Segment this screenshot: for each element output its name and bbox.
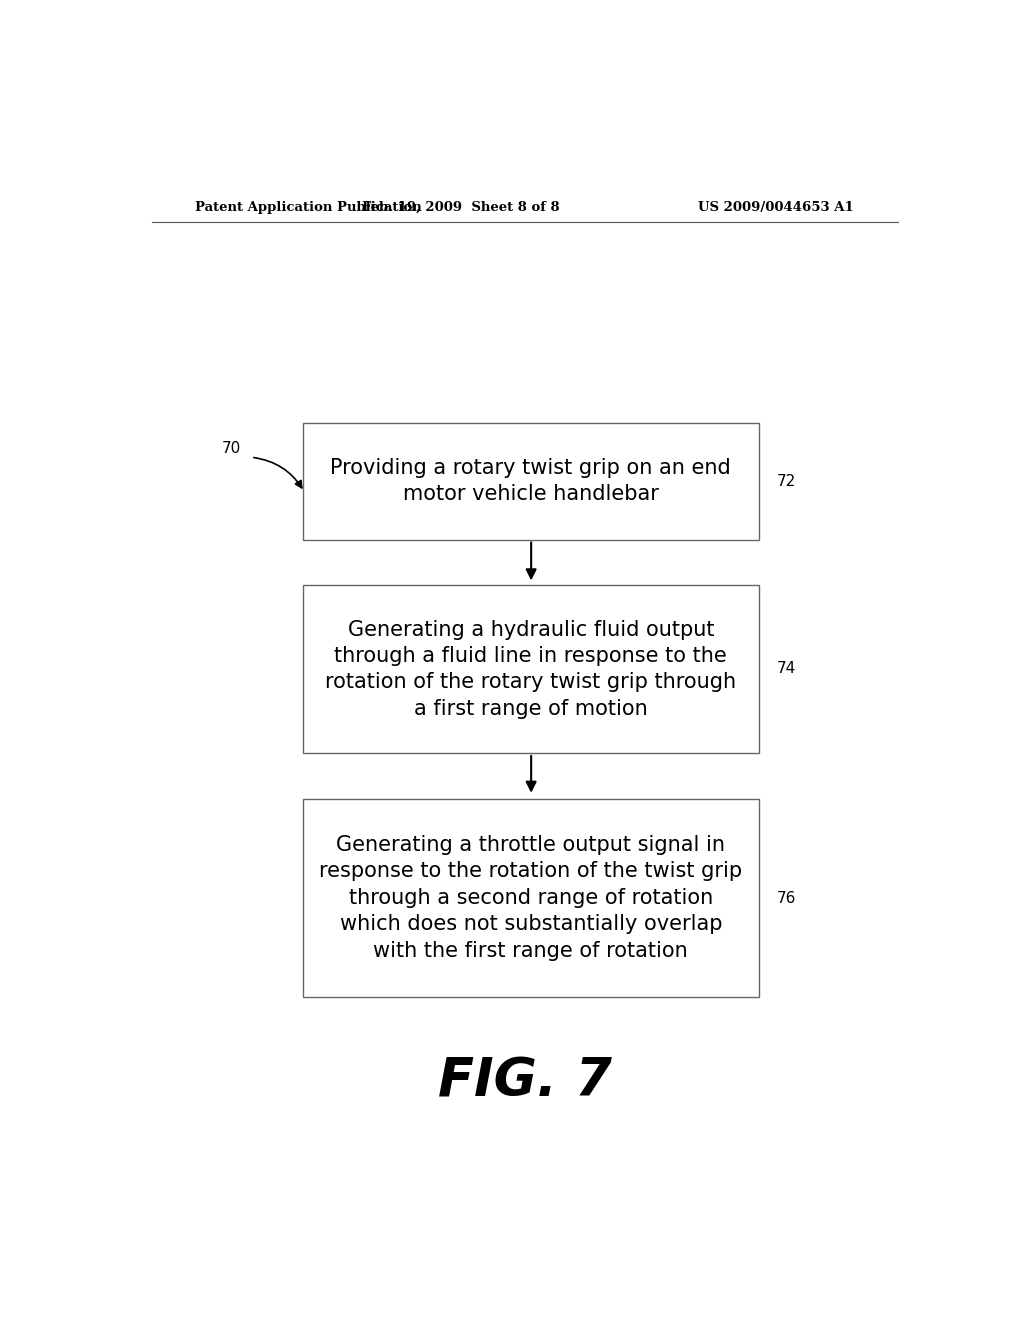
Bar <box>303 422 759 540</box>
Bar <box>303 799 759 997</box>
Text: Generating a hydraulic fluid output
through a fluid line in response to the
rota: Generating a hydraulic fluid output thro… <box>326 619 736 719</box>
Text: 74: 74 <box>777 661 797 676</box>
Text: Feb. 19, 2009  Sheet 8 of 8: Feb. 19, 2009 Sheet 8 of 8 <box>362 201 560 214</box>
Text: FIG. 7: FIG. 7 <box>438 1055 611 1107</box>
Text: US 2009/0044653 A1: US 2009/0044653 A1 <box>698 201 854 214</box>
Bar <box>303 585 759 752</box>
Text: Generating a throttle output signal in
response to the rotation of the twist gri: Generating a throttle output signal in r… <box>319 836 742 961</box>
Text: 70: 70 <box>221 441 241 455</box>
Text: Providing a rotary twist grip on an end
motor vehicle handlebar: Providing a rotary twist grip on an end … <box>331 458 731 504</box>
Text: 76: 76 <box>777 891 797 906</box>
Text: Patent Application Publication: Patent Application Publication <box>196 201 422 214</box>
Text: 72: 72 <box>777 474 797 490</box>
